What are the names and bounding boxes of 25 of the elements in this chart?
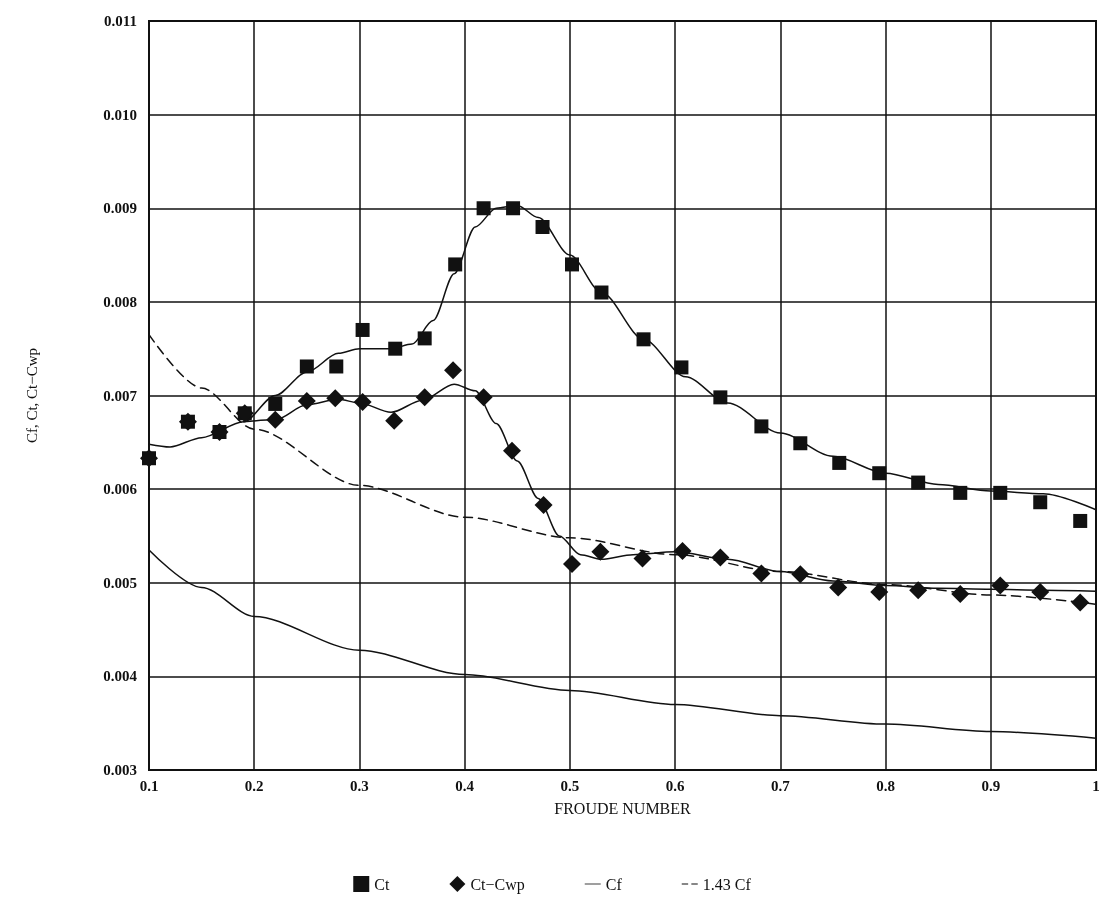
legend-label: Ct−Cwp [470,875,525,894]
legend-label: 1.43 Cf [702,875,752,893]
x-tick-label: 0.7 [770,777,791,794]
y-tick-label: 0.004 [103,668,138,685]
y-tick-label: 0.003 [103,762,137,778]
y-tick-label: 0.007 [103,387,138,404]
x-tick-label: 0.9 [981,777,1001,794]
y-tick-label: 0.010 [103,106,137,123]
x-tick-label: 0.2 [244,777,264,794]
y-tick-label: 0.011 [104,13,137,29]
x-tick-label: 0.8 [876,777,895,794]
x-tick-label: 0.1 [139,777,159,794]
y-tick-label: 0.008 [103,293,137,310]
legend-label: Ct [374,875,390,893]
legend-label: Cf [605,875,623,893]
y-tick-label: 0.006 [103,481,138,498]
x-tick-label: 0.4 [455,777,475,794]
y-tick-label: 0.009 [103,200,137,217]
y-axis-title: Cf, Ct, Ct−Cwp [23,347,40,444]
x-tick-label: 0.5 [560,777,580,794]
y-tick-label: 0.005 [103,574,137,591]
x-tick-label: 0.3 [350,777,369,794]
x-tick-label: 0.6 [665,777,685,794]
x-tick-label: 1 [1092,777,1100,794]
x-axis-title: FROUDE NUMBER [554,799,692,817]
